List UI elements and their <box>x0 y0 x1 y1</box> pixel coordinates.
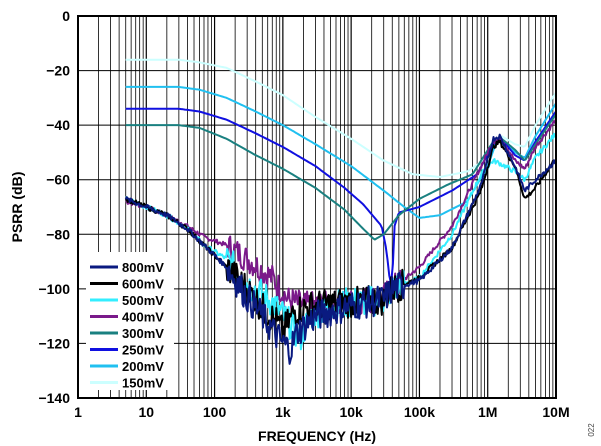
x-tick-label: 100k <box>404 404 435 420</box>
y-tick-label: −80 <box>46 226 70 242</box>
y-tick-label: −40 <box>46 117 70 133</box>
legend-label-150mV: 150mV <box>122 376 164 391</box>
x-tick-labels: 1 10 100 1k 10k 100k 1M 10M <box>74 404 570 420</box>
x-tick-label: 10k <box>339 404 363 420</box>
x-axis-title: FREQUENCY (Hz) <box>258 428 376 444</box>
series-line-800mV <box>124 133 557 365</box>
x-tick-label: 10 <box>138 404 154 420</box>
x-tick-label: 1 <box>74 404 82 420</box>
x-tick-label: 1M <box>478 404 497 420</box>
legend-label-500mV: 500mV <box>122 293 164 308</box>
y-tick-label: 0 <box>62 8 70 24</box>
y-tick-label: −120 <box>38 335 70 351</box>
legend-label-300mV: 300mV <box>122 326 164 341</box>
x-tick-label: 100 <box>203 404 227 420</box>
x-tick-label: 1k <box>275 404 291 420</box>
legend-label-250mV: 250mV <box>122 343 164 358</box>
y-tick-label: −140 <box>38 390 70 406</box>
y-tick-label: −100 <box>38 281 70 297</box>
series-lines <box>124 58 557 365</box>
x-tick-label: 10M <box>542 404 569 420</box>
legend-label-400mV: 400mV <box>122 310 164 325</box>
legend-label-200mV: 200mV <box>122 359 164 374</box>
figure-id: 022 <box>587 423 596 437</box>
plot-frame <box>77 15 557 399</box>
legend-label-600mV: 600mV <box>122 277 164 292</box>
y-tick-labels: 0 −20 −40 −60 −80 −100 −120 −140 <box>38 8 70 406</box>
y-tick-label: −20 <box>46 63 70 79</box>
legend-label-800mV: 800mV <box>122 260 164 275</box>
y-tick-label: −60 <box>46 172 70 188</box>
y-axis-title: PSRR (dB) <box>9 172 25 243</box>
